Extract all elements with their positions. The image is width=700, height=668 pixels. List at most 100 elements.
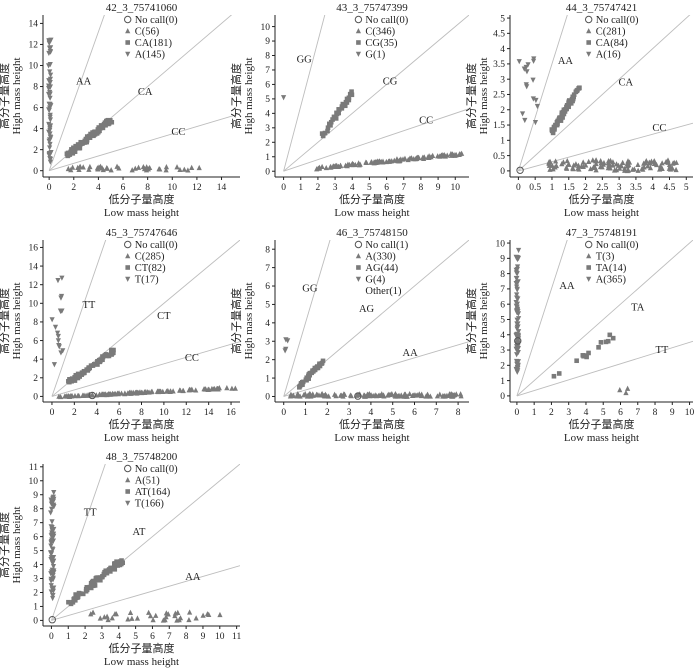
data-point-triangle-up bbox=[413, 155, 420, 162]
x-tick-label: 6 bbox=[618, 408, 623, 418]
x-tick-label: 2 bbox=[325, 408, 330, 418]
y-tick-label: 2 bbox=[265, 138, 270, 148]
x-tick-label: 4 bbox=[94, 408, 99, 418]
x-tick-label: 3 bbox=[617, 183, 622, 193]
data-point-square bbox=[73, 372, 79, 378]
data-point-triangle-up bbox=[200, 612, 206, 618]
data-point-triangle-up bbox=[163, 610, 169, 616]
data-point-triangle-down bbox=[524, 84, 530, 90]
data-point-triangle-up bbox=[319, 392, 325, 398]
data-point-triangle-up bbox=[570, 165, 576, 171]
legend-label: No call(1) bbox=[365, 240, 408, 251]
data-point-square bbox=[70, 149, 76, 154]
data-point-square bbox=[72, 375, 78, 381]
data-point-triangle-up bbox=[109, 615, 115, 621]
genotype-zone-label: TT bbox=[656, 345, 669, 356]
data-point-square bbox=[570, 94, 576, 100]
x-tick-label: 0 bbox=[281, 183, 286, 193]
data-point-square bbox=[586, 350, 591, 356]
data-point-triangle-up bbox=[301, 392, 307, 398]
panel-title: 47_3_75748191 bbox=[566, 227, 638, 239]
data-point-triangle-down bbox=[51, 362, 57, 368]
data-point-square bbox=[102, 120, 108, 125]
data-point-triangle-down bbox=[514, 287, 520, 293]
data-point-square bbox=[84, 134, 90, 139]
data-point-triangle-up bbox=[112, 391, 119, 397]
data-point-triangle-up bbox=[129, 615, 135, 621]
data-point-triangle-up bbox=[622, 167, 628, 173]
data-point-triangle-down bbox=[531, 56, 537, 62]
data-point-triangle-up bbox=[305, 392, 311, 399]
data-point-square bbox=[550, 130, 556, 136]
data-point-triangle-up bbox=[613, 161, 620, 167]
data-point-triangle-up bbox=[181, 166, 187, 172]
data-point-square bbox=[307, 372, 312, 377]
y-tick-label: 5 bbox=[33, 547, 38, 557]
x-tick-label: 1 bbox=[298, 183, 303, 193]
x-tick-label: 11 bbox=[232, 632, 241, 642]
data-point-triangle-up bbox=[435, 153, 441, 159]
data-point-triangle-down bbox=[49, 539, 55, 545]
data-point-square bbox=[101, 572, 107, 578]
y-tick-label: 3 bbox=[265, 337, 270, 347]
data-point-triangle-up bbox=[349, 160, 356, 166]
y-tick-label: 1 bbox=[500, 137, 505, 147]
x-tick-label: 12 bbox=[182, 408, 192, 418]
data-point-triangle-up bbox=[145, 166, 151, 172]
data-point-triangle-down bbox=[514, 266, 520, 273]
genotype-zone-label: TT bbox=[82, 300, 95, 311]
data-point-triangle-down bbox=[46, 107, 52, 113]
data-point-triangle-up bbox=[297, 393, 303, 399]
data-point-triangle-down bbox=[49, 525, 55, 531]
genotype-zone-label: AA bbox=[185, 572, 201, 583]
y-tick-label: 2.5 bbox=[493, 91, 505, 101]
legend-label: AG(44) bbox=[365, 263, 398, 274]
y-tick-label: 4 bbox=[265, 110, 270, 120]
data-point-triangle-up bbox=[617, 387, 623, 393]
y-tick-label: 12 bbox=[29, 41, 39, 51]
y-tick-label: 10 bbox=[29, 477, 39, 487]
y-axis-title-cn: 高分子量高度 bbox=[229, 288, 243, 354]
legend-label: TA(14) bbox=[596, 263, 627, 274]
data-point-triangle-up bbox=[434, 393, 441, 399]
y-axis-title-cn: 高分子量高度 bbox=[229, 63, 243, 129]
legend-marker-triangle-down bbox=[125, 500, 131, 506]
data-point-triangle-up bbox=[156, 388, 163, 394]
data-point-square bbox=[325, 128, 330, 134]
data-point-square bbox=[297, 383, 303, 389]
data-point-triangle-down bbox=[534, 103, 541, 110]
data-point-triangle-up bbox=[598, 158, 604, 164]
data-point-triangle-down bbox=[283, 337, 289, 343]
data-point-square bbox=[92, 579, 97, 585]
data-point-triangle-down bbox=[47, 127, 53, 133]
y-tick-label: 5 bbox=[500, 14, 505, 24]
cluster-boundary-line-1 bbox=[48, 15, 105, 171]
data-point-square bbox=[343, 99, 349, 105]
data-point-square bbox=[76, 143, 82, 148]
data-point-triangle-down bbox=[50, 595, 56, 602]
data-point-triangle-down bbox=[513, 270, 520, 276]
legend-label: C(285) bbox=[135, 252, 165, 263]
data-point-triangle-up bbox=[623, 389, 629, 396]
x-tick-label: 3 bbox=[333, 183, 338, 193]
legend-marker-triangle-down bbox=[125, 51, 131, 57]
legend-marker-square bbox=[356, 265, 361, 270]
x-tick-label: 3.5 bbox=[630, 183, 642, 193]
y-tick-label: 8 bbox=[500, 270, 505, 280]
data-point-triangle-up bbox=[439, 153, 445, 159]
legend-label: CG(35) bbox=[365, 38, 398, 49]
y-tick-label: 2 bbox=[265, 356, 270, 366]
y-tick-label: 2 bbox=[33, 374, 38, 384]
y-tick-label: 7 bbox=[265, 66, 270, 76]
y-tick-label: 6 bbox=[33, 337, 38, 347]
x-axis-title-cn: 低分子量高度 bbox=[339, 417, 405, 431]
legend-label: C(56) bbox=[135, 27, 160, 38]
legend-marker-circle bbox=[124, 15, 132, 24]
data-point-triangle-up bbox=[586, 158, 592, 164]
panel-title: 46_3_75748150 bbox=[336, 227, 408, 239]
data-point-triangle-down bbox=[514, 264, 521, 270]
data-point-triangle-down bbox=[515, 247, 522, 254]
data-point-triangle-up bbox=[580, 159, 586, 165]
x-tick-label: 5 bbox=[601, 408, 606, 418]
data-point-triangle-up bbox=[136, 389, 142, 395]
